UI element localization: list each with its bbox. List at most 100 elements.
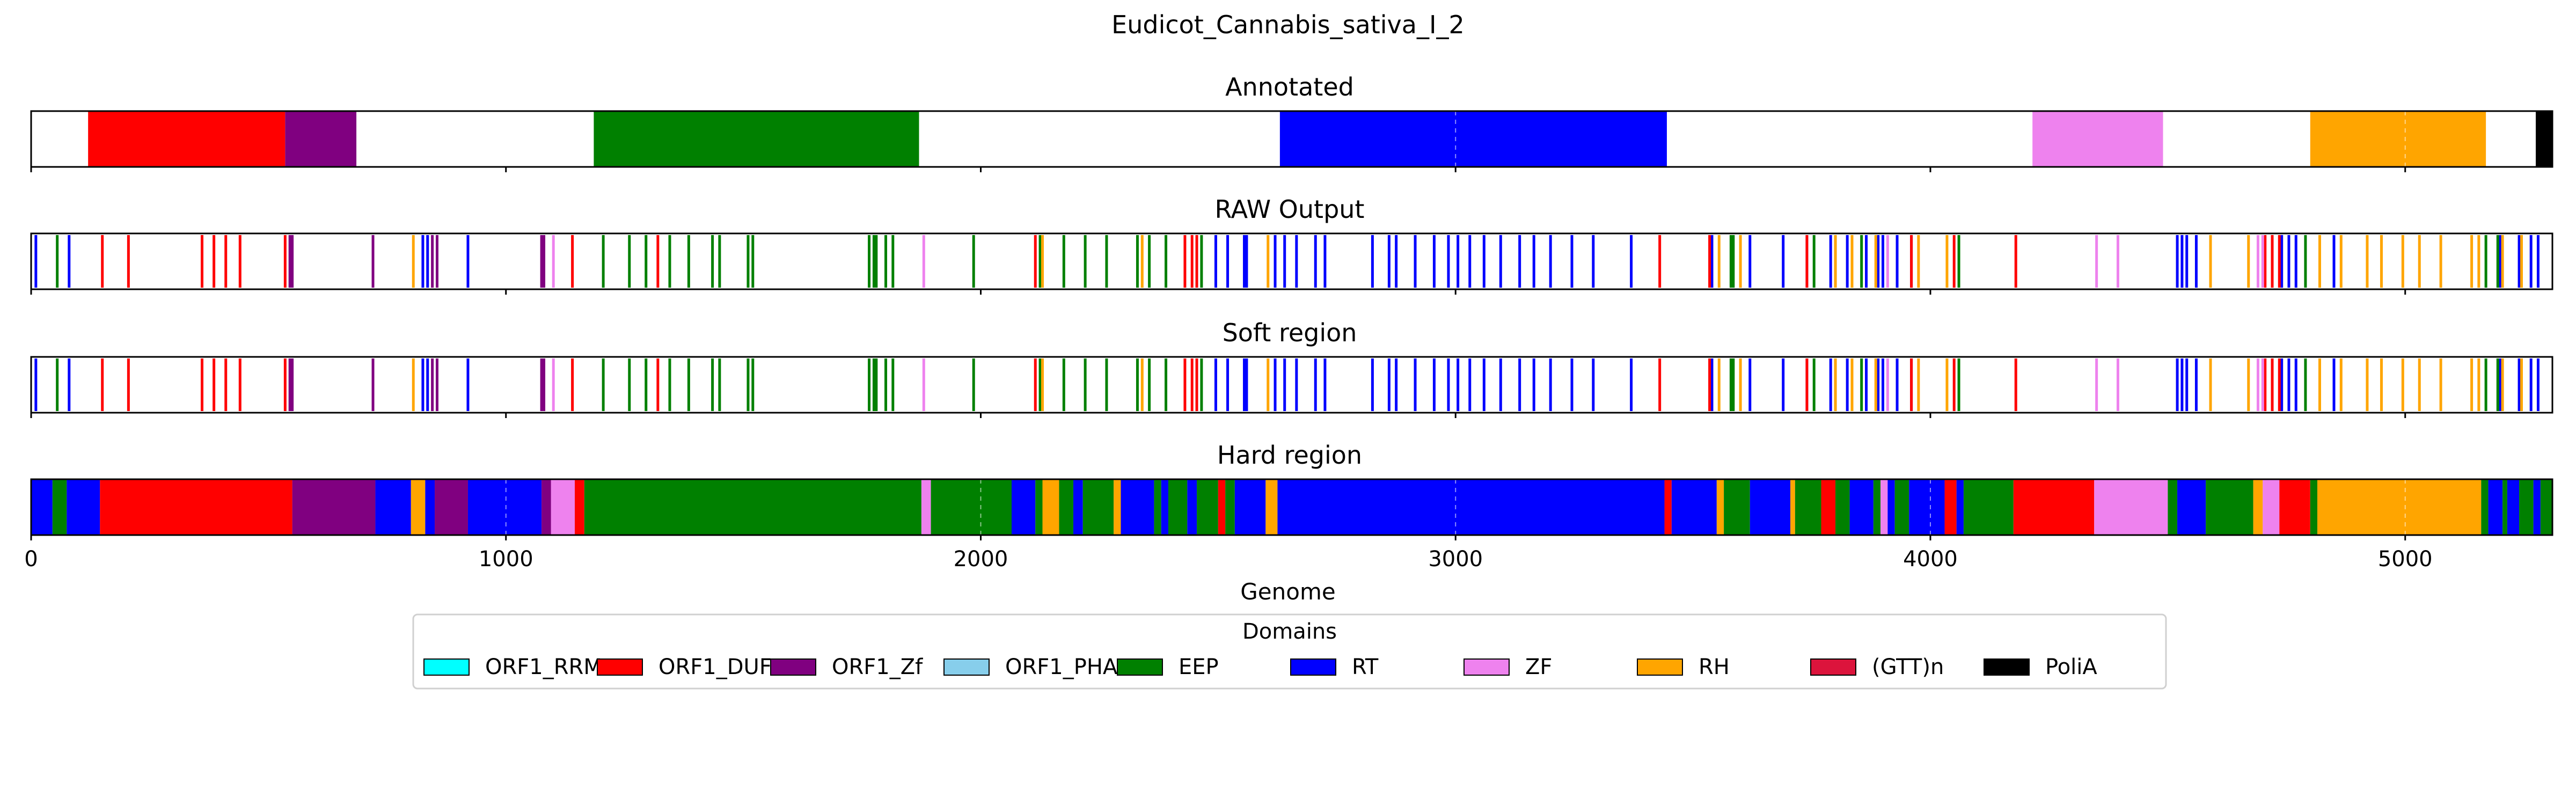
legend-frame <box>412 613 2167 690</box>
segment-rh <box>2253 479 2263 535</box>
segment-eep <box>2502 479 2507 535</box>
panel-raw-output: RAW Output <box>30 195 2553 295</box>
legend-label-orf1-rrm: ORF1_RRM <box>485 655 602 679</box>
panel-soft-region: Soft region <box>30 318 2553 418</box>
segment-rt <box>1956 479 1964 535</box>
segment-orf1-duf <box>1944 479 1957 535</box>
segment-eep <box>1873 479 1881 535</box>
legend-label-eep: EEP <box>1179 655 1219 679</box>
segment-rt <box>1161 479 1168 535</box>
segment-rt <box>1887 479 1895 535</box>
x-tick-label: 1000 <box>479 547 533 572</box>
legend-label-zf: ZF <box>1525 655 1552 679</box>
x-tick-label: 0 <box>24 547 38 572</box>
segment-rt <box>1234 479 1266 535</box>
segment-eep <box>2310 479 2318 535</box>
panel-title: Soft region <box>1223 318 1357 347</box>
legend: Domains ORF1_RRM ORF1_DUF ORF1_Zf ORF1_PHA E… <box>412 613 2167 690</box>
panel-hard-region: Hard region <box>30 441 2553 540</box>
legend-swatch--gtt-n <box>1810 658 1856 676</box>
segment-eep <box>2481 479 2489 535</box>
legend-label-polia: PoliA <box>2045 655 2097 679</box>
legend-swatch-orf1-zf <box>770 658 816 676</box>
segment-orf1-duf <box>88 111 286 167</box>
segment-eep <box>1724 479 1750 535</box>
segment-zf <box>921 479 931 535</box>
segment-rt <box>375 479 411 535</box>
panel-frame <box>30 232 2553 290</box>
segment-rt <box>1277 479 1665 535</box>
segment-rt <box>1909 479 1945 535</box>
legend-swatch-orf1-pha <box>943 658 990 676</box>
segment-rt <box>1750 479 1790 535</box>
x-tick-label: 5000 <box>2378 547 2433 572</box>
segment-rt <box>1849 479 1874 535</box>
segment-eep <box>594 111 919 167</box>
segment-rt <box>1671 479 1717 535</box>
panel-title: Annotated <box>1225 72 1354 101</box>
segment-eep <box>1225 479 1235 535</box>
segment-eep <box>1082 479 1114 535</box>
segment-zf <box>2032 111 2163 167</box>
segment-eep <box>931 479 1012 535</box>
segment-rh <box>1265 479 1278 535</box>
legend-swatch-rt <box>1290 658 1336 676</box>
segment-orf1-duf <box>2013 479 2095 535</box>
segment-rt <box>1073 479 1083 535</box>
segment-rh <box>411 479 426 535</box>
legend-swatch-eep <box>1117 658 1163 676</box>
legend-swatch-polia <box>1984 658 2030 676</box>
segment-rt <box>1121 479 1154 535</box>
segment-rt <box>2177 479 2206 535</box>
segment-orf1-zf <box>541 479 551 535</box>
segment-rt <box>425 479 435 535</box>
legend-swatch-orf1-duf <box>597 658 643 676</box>
legend-label-rt: RT <box>1352 655 1379 679</box>
legend-label-orf1-zf: ORF1_Zf <box>832 655 923 679</box>
segment-eep <box>1795 479 1821 535</box>
segment-zf <box>2263 479 2280 535</box>
legend-swatch-orf1-rrm <box>423 658 470 676</box>
x-tick-label: 4000 <box>1903 547 1958 572</box>
segment-orf1-duf <box>575 479 584 535</box>
panel-title: Hard region <box>1217 441 1362 470</box>
segment-rt <box>2507 479 2520 535</box>
segment-eep <box>2519 479 2534 535</box>
segment-rt <box>1012 479 1036 535</box>
segment-zf <box>551 479 575 535</box>
segment-rt <box>2488 479 2503 535</box>
segment-rt <box>467 479 542 535</box>
segment-eep <box>2168 479 2178 535</box>
panel-annotated: Annotated <box>30 72 2553 172</box>
segment-eep <box>1197 479 1218 535</box>
segment-rt <box>67 479 100 535</box>
segment-orf1-zf <box>285 111 357 167</box>
segment-eep <box>2540 479 2552 535</box>
segment-rt <box>2533 479 2541 535</box>
segment-orf1-duf <box>1664 479 1672 535</box>
segment-zf <box>1880 479 1888 535</box>
segment-eep <box>1059 479 1074 535</box>
segment-orf1-zf <box>292 479 376 535</box>
panel-frame <box>30 478 2553 536</box>
x-tick-label: 3000 <box>1428 547 1483 572</box>
segment-rt <box>1187 479 1197 535</box>
segment-orf1-duf <box>1218 479 1226 535</box>
legend-label--gtt-n: (GTT)n <box>1872 655 1944 679</box>
segment-eep <box>1154 479 1161 535</box>
segment-orf1-duf <box>2279 479 2310 535</box>
segment-eep <box>52 479 67 535</box>
legend-title: Domains <box>1242 619 1337 644</box>
x-axis-label: Genome <box>1240 579 1335 605</box>
legend-label-rh: RH <box>1699 655 1730 679</box>
segment-rh <box>1716 479 1724 535</box>
panel-frame <box>30 356 2553 414</box>
segment-rh <box>1790 479 1795 535</box>
legend-swatch-zf <box>1463 658 1510 676</box>
chart-title: Eudicot_Cannabis_sativa_I_2 <box>1111 10 1465 39</box>
segment-orf1-duf <box>1821 479 1836 535</box>
segment-orf1-zf <box>435 479 468 535</box>
segment-eep <box>1963 479 2014 535</box>
segment-rh <box>1114 479 1121 535</box>
